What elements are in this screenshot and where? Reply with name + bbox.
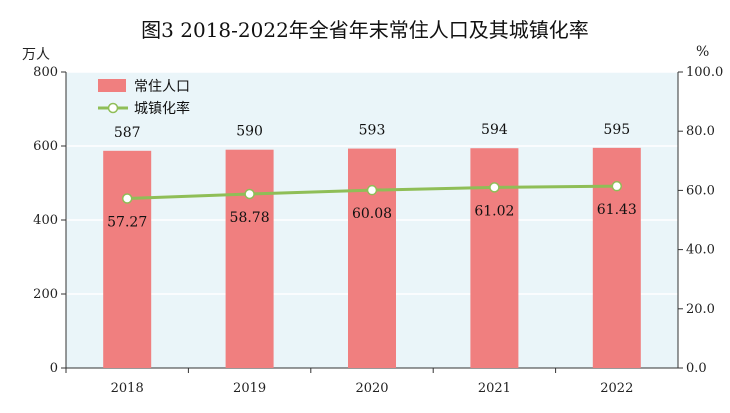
urbanization-point — [121, 193, 133, 204]
urbanization-point-label: 60.08 — [352, 206, 392, 222]
population-bar-label: 587 — [114, 125, 141, 141]
population-bar — [470, 148, 519, 368]
left-axis-unit: 万人 — [22, 47, 50, 63]
urbanization-point-label: 61.02 — [474, 203, 514, 219]
x-tick-label: 2020 — [355, 381, 388, 396]
population-bar-label: 595 — [603, 122, 630, 138]
urbanization-point — [244, 188, 255, 200]
legend-bar-label: 常住人口 — [134, 79, 190, 95]
left-tick-label: 0 — [50, 361, 58, 376]
x-tick-label: 2019 — [233, 381, 266, 396]
right-tick-label: 100.0 — [686, 65, 723, 80]
x-tick-label: 2021 — [478, 381, 511, 396]
x-tick-label: 2018 — [111, 381, 144, 396]
right-tick-label: 40.0 — [686, 243, 715, 258]
left-tick-label: 800 — [33, 65, 58, 80]
urbanization-point — [489, 182, 500, 193]
urbanization-point — [366, 184, 378, 196]
left-tick-label: 400 — [33, 213, 58, 228]
urbanization-point — [611, 180, 623, 192]
left-tick-label: 600 — [33, 139, 58, 154]
population-bar — [103, 150, 152, 368]
population-bar-label: 590 — [236, 124, 263, 140]
legend-line-marker — [107, 102, 119, 114]
right-tick-label: 80.0 — [686, 124, 715, 139]
right-tick-label: 20.0 — [686, 302, 715, 317]
left-tick-label: 200 — [33, 287, 58, 302]
population-bar — [225, 149, 274, 368]
urbanization-point-label: 58.78 — [230, 210, 270, 226]
urbanization-point-label: 61.43 — [597, 202, 637, 218]
legend-bar-swatch — [98, 79, 126, 92]
population-bar-label: 594 — [481, 122, 508, 138]
population-bar-label: 593 — [359, 123, 386, 139]
chart-title: 图3 2018-2022年全省年末常住人口及其城镇化率 — [141, 18, 589, 42]
right-axis-unit: % — [696, 44, 710, 60]
population-bar — [592, 147, 641, 368]
legend-line-label: 城镇化率 — [134, 100, 190, 117]
population-bar — [348, 148, 396, 368]
right-tick-label: 0.0 — [686, 361, 707, 376]
right-tick-label: 60.0 — [686, 183, 715, 198]
x-tick-label: 2022 — [600, 381, 633, 396]
urbanization-point-label: 57.27 — [107, 214, 147, 230]
